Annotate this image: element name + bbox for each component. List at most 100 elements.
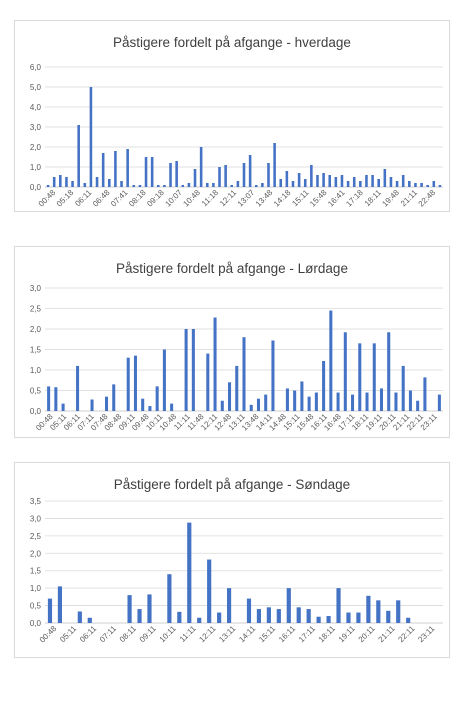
y-tick-label: 1,5 bbox=[30, 567, 42, 576]
bar bbox=[132, 185, 136, 187]
bar bbox=[291, 181, 295, 187]
bar bbox=[256, 609, 262, 623]
bar bbox=[230, 185, 234, 187]
x-tick-label: 14:18 bbox=[272, 188, 293, 209]
bar bbox=[314, 392, 318, 411]
bar bbox=[191, 329, 195, 411]
bar bbox=[155, 386, 159, 411]
bar bbox=[322, 173, 325, 187]
bar bbox=[372, 343, 376, 411]
bar bbox=[358, 343, 362, 411]
bar bbox=[167, 574, 172, 623]
y-tick-label: 2,0 bbox=[30, 549, 42, 558]
bar bbox=[162, 349, 166, 411]
bar bbox=[356, 612, 361, 623]
bar bbox=[212, 183, 215, 187]
x-tick-label: 05:18 bbox=[55, 188, 76, 209]
bar bbox=[379, 388, 384, 411]
bar bbox=[207, 559, 212, 623]
bar bbox=[46, 185, 50, 187]
x-tick-label: 16:41 bbox=[326, 188, 347, 209]
x-tick-label: 09:11 bbox=[138, 624, 158, 644]
y-tick-label: 0,5 bbox=[30, 387, 42, 396]
y-tick-label: 2,0 bbox=[30, 143, 42, 152]
chart-weekdays: Påstigere fordelt på afgange - hverdage … bbox=[14, 20, 450, 212]
y-tick-label: 2,5 bbox=[30, 305, 42, 314]
bar bbox=[224, 165, 227, 187]
bar bbox=[408, 181, 411, 187]
bar bbox=[141, 398, 145, 411]
bar bbox=[414, 183, 417, 187]
bar bbox=[365, 175, 368, 187]
x-tick-label: 15:11 bbox=[257, 624, 277, 644]
bar bbox=[366, 595, 371, 623]
bar bbox=[137, 609, 142, 623]
bar bbox=[285, 388, 289, 411]
y-tick-label: 3,5 bbox=[30, 497, 42, 506]
bar bbox=[197, 617, 202, 623]
y-tick-label: 1,0 bbox=[30, 163, 42, 172]
chart-title: Påstigere fordelt på afgange - hverdage bbox=[113, 35, 351, 50]
chart-saturday-plot: 0,00,51,01,52,02,53,000:4805:1106:1107:1… bbox=[30, 284, 443, 433]
x-tick-label: 08:11 bbox=[118, 624, 138, 644]
x-tick-label: 11:18 bbox=[200, 188, 220, 208]
bar bbox=[226, 588, 232, 623]
x-tick-label: 10:11 bbox=[158, 624, 178, 644]
bar bbox=[340, 175, 344, 187]
x-tick-label: 10:48 bbox=[181, 188, 202, 209]
x-tick-label: 23:11 bbox=[419, 412, 439, 432]
y-tick-label: 0,0 bbox=[30, 407, 42, 416]
bar bbox=[228, 382, 232, 411]
bar bbox=[95, 177, 99, 187]
bar bbox=[104, 396, 109, 411]
bar bbox=[261, 183, 264, 187]
bar bbox=[438, 185, 442, 187]
bar bbox=[293, 390, 297, 411]
y-tick-label: 3,0 bbox=[30, 284, 42, 293]
chart-title: Påstigere fordelt på afgange - Søndage bbox=[113, 477, 351, 492]
bar bbox=[193, 169, 197, 187]
bar bbox=[300, 381, 304, 411]
bar bbox=[310, 165, 313, 187]
y-tick-label: 1,0 bbox=[30, 366, 42, 375]
x-tick-label: 19:11 bbox=[337, 624, 357, 644]
y-tick-label: 4,0 bbox=[30, 103, 42, 112]
bar bbox=[181, 185, 185, 187]
bar bbox=[101, 153, 105, 187]
bar bbox=[217, 612, 222, 623]
bar bbox=[346, 181, 350, 187]
bar bbox=[256, 398, 260, 411]
bar bbox=[377, 179, 380, 187]
bar bbox=[306, 609, 311, 623]
y-tick-label: 5,0 bbox=[30, 83, 42, 92]
bar bbox=[328, 175, 332, 187]
bar bbox=[52, 177, 56, 187]
x-tick-label: 06:48 bbox=[91, 188, 112, 209]
bar bbox=[184, 329, 188, 411]
x-tick-label: 13:48 bbox=[254, 188, 275, 209]
bar bbox=[127, 595, 132, 623]
bar bbox=[316, 616, 321, 623]
y-tick-label: 1,5 bbox=[30, 346, 42, 355]
bar bbox=[156, 185, 160, 187]
chart-weekdays-plot: 0,01,02,03,04,05,06,000:4805:1806:1106:4… bbox=[30, 63, 443, 209]
x-tick-label: 18:11 bbox=[317, 624, 337, 644]
bar bbox=[395, 181, 399, 187]
bar bbox=[199, 147, 203, 187]
bar bbox=[120, 181, 123, 187]
bar bbox=[286, 588, 291, 623]
bar bbox=[242, 163, 246, 187]
bar bbox=[236, 181, 240, 187]
bar bbox=[187, 522, 192, 623]
x-tick-label: 23:11 bbox=[416, 624, 436, 644]
bar bbox=[401, 175, 405, 187]
x-tick-label: 05:11 bbox=[58, 624, 78, 644]
bar bbox=[87, 617, 92, 623]
bar bbox=[54, 387, 58, 411]
bar bbox=[220, 400, 224, 411]
bar bbox=[416, 400, 420, 411]
y-tick-label: 2,0 bbox=[30, 325, 42, 334]
chart-title: Påstigere fordelt på afgange - Lørdage bbox=[116, 261, 348, 276]
bar bbox=[296, 607, 301, 623]
bar bbox=[144, 157, 148, 187]
